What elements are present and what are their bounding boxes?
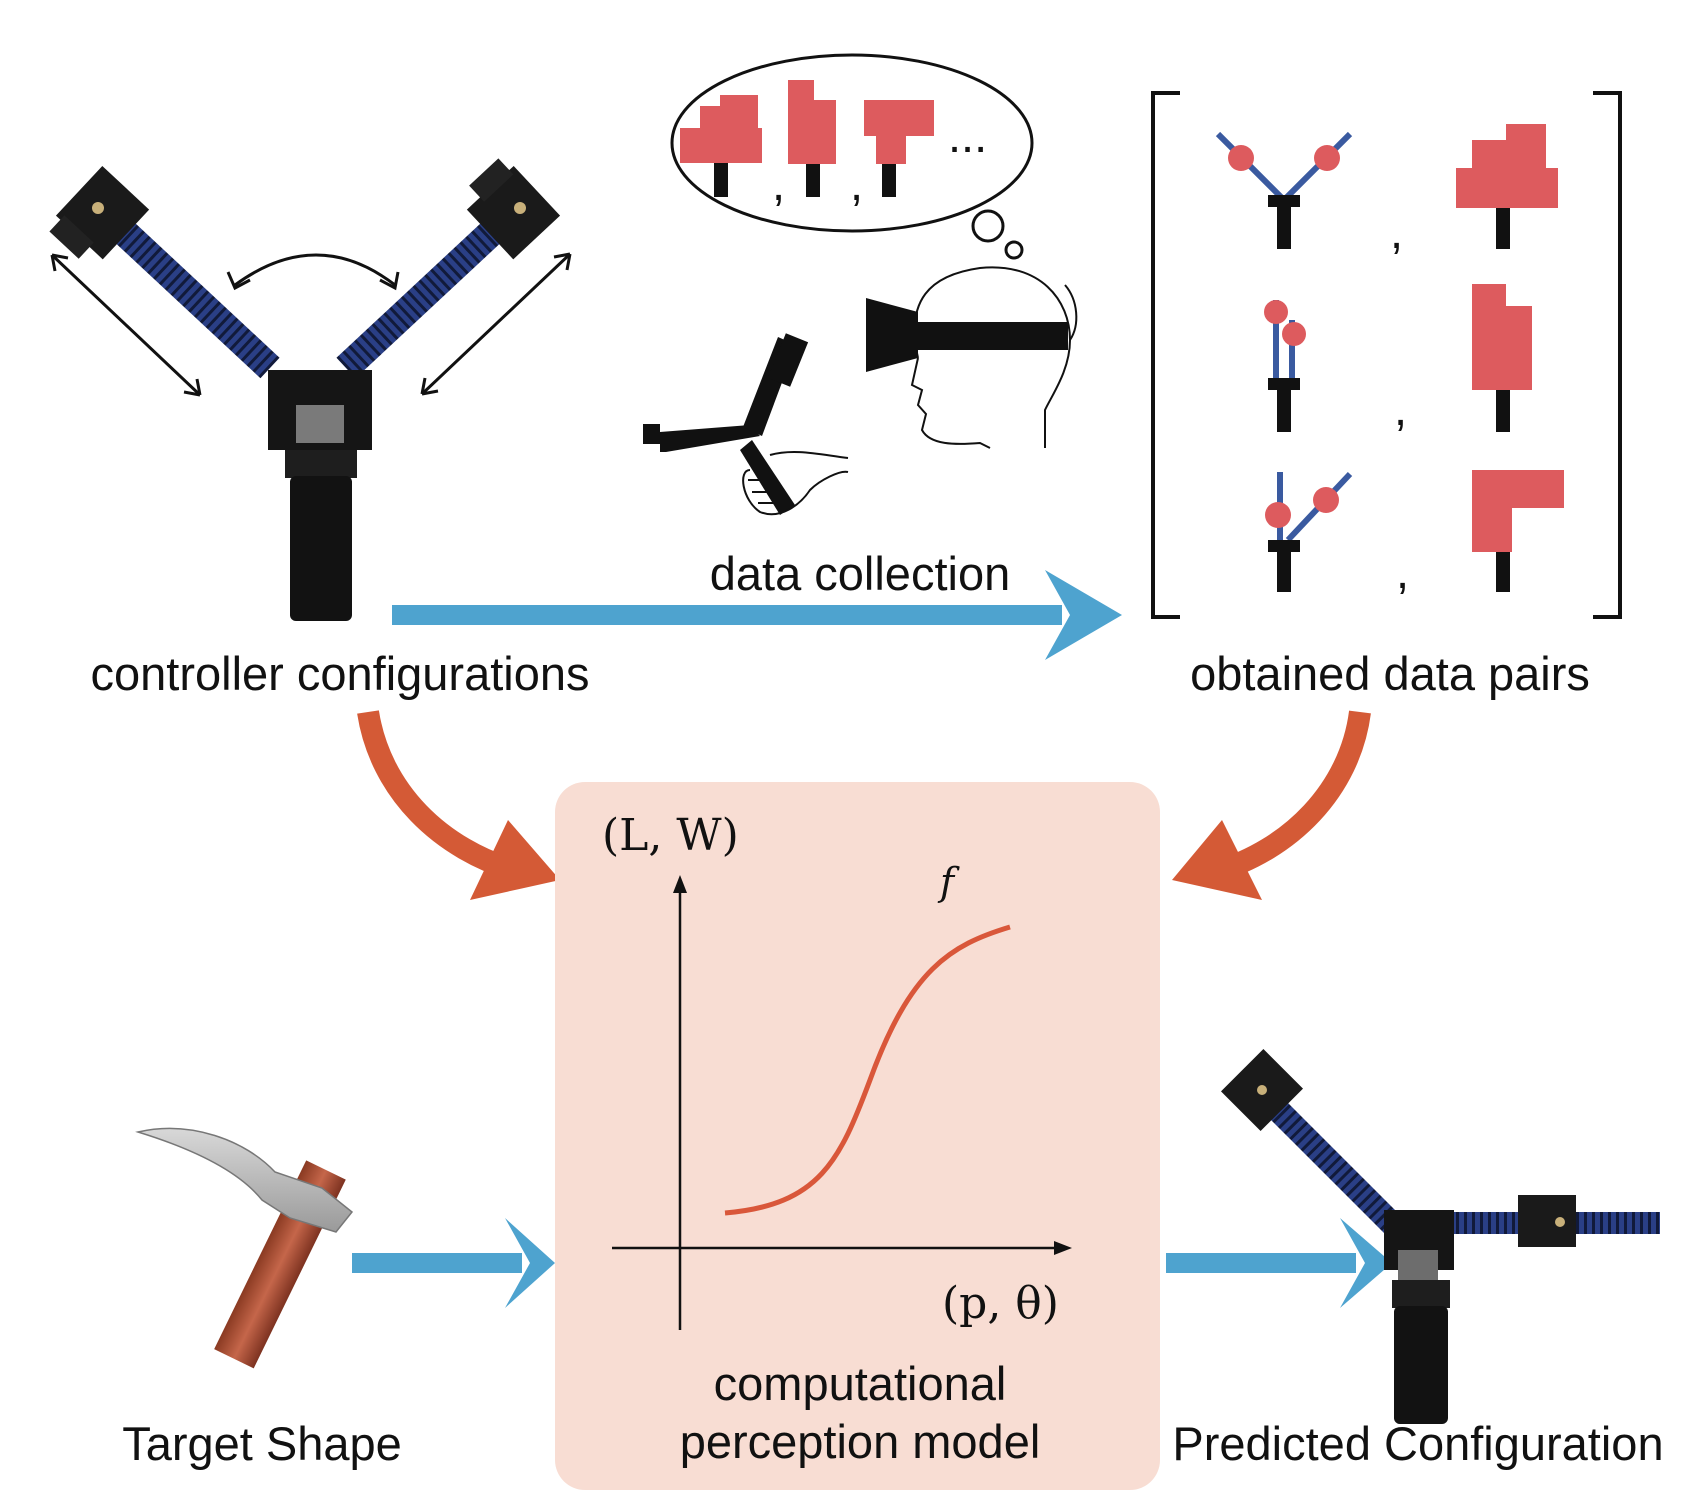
pair-row-2-separator: ,: [1394, 382, 1407, 435]
thought-separator-1: ,: [772, 157, 785, 210]
thought-shape-2: [788, 80, 836, 197]
thought-shape-1: [680, 95, 762, 197]
thought-shape-3: [864, 100, 934, 197]
pair-row-2-config: [1264, 300, 1306, 432]
data-collection-arrow: [392, 570, 1122, 660]
pair-row-3-shape: [1472, 470, 1564, 592]
thought-separator-2: ,: [850, 157, 863, 210]
controller-motion-arrows: [50, 252, 572, 397]
matrix-left-bracket: [1151, 91, 1180, 619]
data-collection-label: data collection: [710, 547, 1010, 600]
pair-row-3-separator: ,: [1396, 545, 1409, 598]
predicted-handle: [1394, 1306, 1448, 1424]
vr-user-head-illustration: [910, 266, 1078, 449]
obtained-data-pairs-label: obtained data pairs: [1190, 647, 1590, 700]
controller-handle: [290, 476, 352, 621]
controller-configurations-label: controller configurations: [91, 647, 590, 700]
hand-controller-illustration: [643, 333, 849, 516]
predicted-configuration-label: Predicted Configuration: [1172, 1417, 1663, 1470]
pair-row-1-separator: ,: [1390, 205, 1403, 258]
orange-arrow-left: [357, 710, 560, 900]
thought-bubble: , , ...: [670, 53, 1034, 260]
controller-left-arm: [49, 165, 280, 379]
perception-model-panel: (L, W) f (p, θ) computational perception…: [555, 782, 1160, 1490]
target-to-model-arrow: [352, 1218, 555, 1308]
data-pairs-matrix: , , ,: [1151, 91, 1622, 619]
model-panel-background: [555, 782, 1160, 1490]
thought-bubble-ellipse: [670, 53, 1034, 233]
model-label-line2: perception model: [680, 1415, 1041, 1468]
x-axis-label: (p, θ): [942, 1278, 1059, 1329]
controller-device-image: [49, 158, 561, 621]
tool-head: [135, 1127, 354, 1233]
orange-arrow-right: [1172, 710, 1371, 900]
model-to-prediction-arrow: [1166, 1218, 1392, 1308]
thought-ellipsis: ...: [948, 109, 987, 162]
y-axis-label: (L, W): [602, 810, 739, 861]
plot-axes: [612, 875, 1072, 1330]
vr-headset: [866, 298, 1068, 372]
target-shape-image: [135, 1127, 354, 1369]
pair-row-2-shape: [1472, 284, 1532, 432]
model-label-line1: computational: [714, 1357, 1007, 1410]
pair-row-1-shape: [1456, 124, 1558, 249]
controller-right-arm: [336, 158, 561, 379]
target-shape-label: Target Shape: [122, 1417, 402, 1470]
matrix-right-bracket: [1593, 91, 1622, 619]
pair-row-1-config: [1215, 131, 1353, 249]
predicted-configuration-image: [1220, 1048, 1660, 1424]
function-curve: [724, 924, 1011, 1216]
pair-row-3-config: [1265, 471, 1353, 592]
